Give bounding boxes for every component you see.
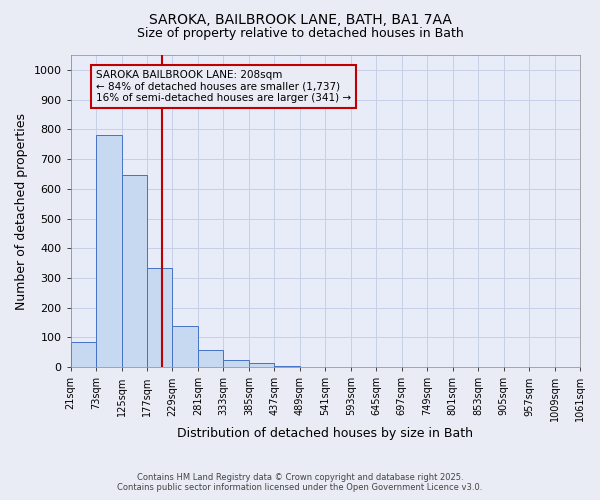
- Bar: [147, 268, 172, 367]
- Y-axis label: Number of detached properties: Number of detached properties: [15, 112, 28, 310]
- Text: SAROKA, BAILBROOK LANE, BATH, BA1 7AA: SAROKA, BAILBROOK LANE, BATH, BA1 7AA: [149, 12, 451, 26]
- Bar: [71, 342, 96, 367]
- Text: SAROKA BAILBROOK LANE: 208sqm
← 84% of detached houses are smaller (1,737)
16% o: SAROKA BAILBROOK LANE: 208sqm ← 84% of d…: [96, 70, 351, 103]
- Bar: [172, 326, 198, 367]
- Bar: [122, 174, 147, 367]
- X-axis label: Distribution of detached houses by size in Bath: Distribution of detached houses by size …: [177, 427, 473, 440]
- Bar: [249, 362, 274, 367]
- Bar: [96, 136, 122, 367]
- Bar: [198, 350, 223, 367]
- Bar: [274, 366, 300, 367]
- Text: Contains HM Land Registry data © Crown copyright and database right 2025.
Contai: Contains HM Land Registry data © Crown c…: [118, 473, 482, 492]
- Bar: [223, 360, 249, 367]
- Text: Size of property relative to detached houses in Bath: Size of property relative to detached ho…: [137, 28, 463, 40]
